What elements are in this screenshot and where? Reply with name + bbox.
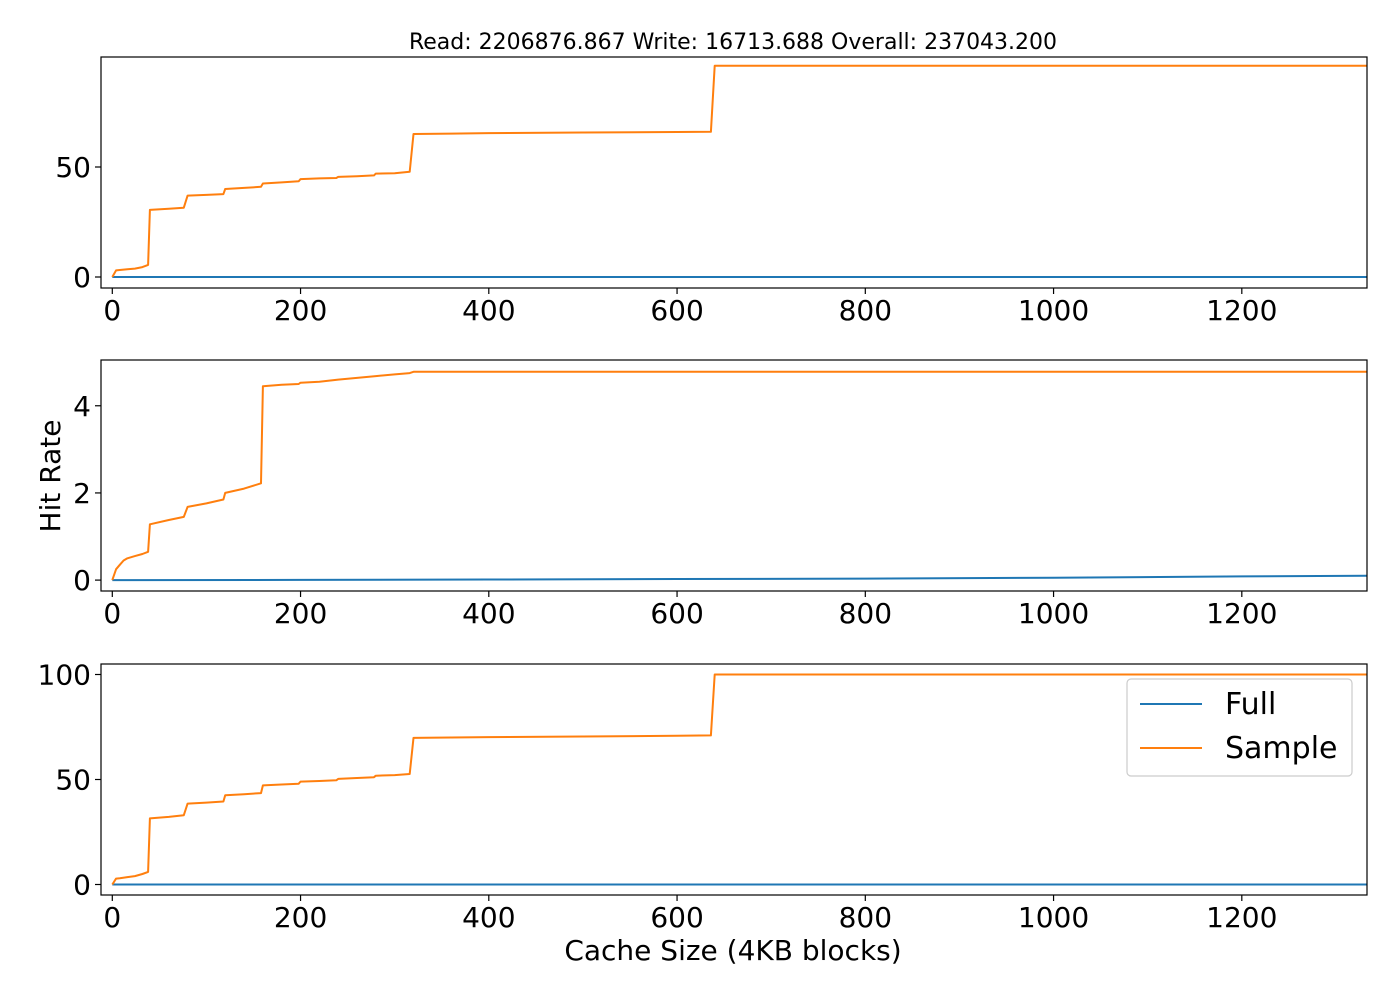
- x-axis-label: Cache Size (4KB blocks): [564, 934, 901, 967]
- legend-label-sample: Sample: [1225, 731, 1338, 766]
- x-tick-label: 600: [650, 901, 703, 934]
- x-tick-label: 400: [462, 901, 515, 934]
- y-tick-label: 4: [73, 390, 91, 423]
- legend: Full Sample: [1126, 678, 1353, 777]
- plot-area-1: [111, 64, 1367, 278]
- x-tick-label: 800: [839, 597, 892, 630]
- x-tick-label: 1000: [1018, 294, 1089, 327]
- x-tick-label: 200: [274, 294, 327, 327]
- x-tick-label: 1200: [1206, 901, 1277, 934]
- series-sample-line-2: [111, 370, 1367, 581]
- y-axis-label: Hit Rate: [34, 420, 67, 533]
- series-sample-line-3: [111, 673, 1367, 886]
- chart-title: Read: 2206876.867 Write: 16713.688 Overa…: [409, 30, 1057, 55]
- x-tick-label: 800: [839, 901, 892, 934]
- subplot-1: 0 200 400 600 800 1000 1200 0 50: [55, 56, 1368, 327]
- x-tick-label: 1000: [1018, 597, 1089, 630]
- plot-area-2: [111, 370, 1368, 582]
- x-tick-label: 0: [103, 597, 121, 630]
- y-tick-label: 0: [73, 261, 91, 294]
- subplot-3: 0 200 400 600 800 1000 1200 0 50 100 Cache Size (…: [38, 659, 1368, 967]
- x-tick-label: 600: [650, 597, 703, 630]
- subplot-2: 0 200 400 600 800 1000 1200 0 2 4 Hit Rate: [34, 359, 1368, 630]
- x-tick-label: 600: [650, 294, 703, 327]
- axes-frame-1: [100, 56, 1368, 289]
- y-tick-label: 50: [55, 151, 91, 184]
- x-tick-label: 800: [839, 294, 892, 327]
- x-tick-label: 1200: [1206, 597, 1277, 630]
- y-tick-label: 2: [73, 477, 91, 510]
- tick-layer-1: 0 200 400 600 800 1000 1200 0 50: [55, 151, 1277, 327]
- series-sample-line-1: [111, 64, 1367, 278]
- x-tick-label: 0: [103, 294, 121, 327]
- plot-area-3: [111, 673, 1367, 886]
- x-tick-label: 200: [274, 597, 327, 630]
- x-tick-label: 400: [462, 294, 515, 327]
- series-full-line-2: [112, 574, 1368, 582]
- x-tick-label: 1200: [1206, 294, 1277, 327]
- y-tick-label: 0: [73, 869, 91, 902]
- tick-layer-2: 0 200 400 600 800 1000 1200 0 2 4: [73, 390, 1277, 630]
- legend-label-full: Full: [1225, 687, 1276, 722]
- x-tick-label: 0: [103, 901, 121, 934]
- tick-layer-3: 0 200 400 600 800 1000 1200 0 50 100: [38, 659, 1278, 935]
- x-tick-label: 200: [274, 901, 327, 934]
- x-tick-label: 400: [462, 597, 515, 630]
- x-tick-label: 1000: [1018, 901, 1089, 934]
- y-tick-label: 50: [55, 764, 91, 797]
- y-tick-label: 100: [38, 659, 91, 692]
- axes-frame-2: [100, 359, 1368, 592]
- y-tick-label: 0: [73, 564, 91, 597]
